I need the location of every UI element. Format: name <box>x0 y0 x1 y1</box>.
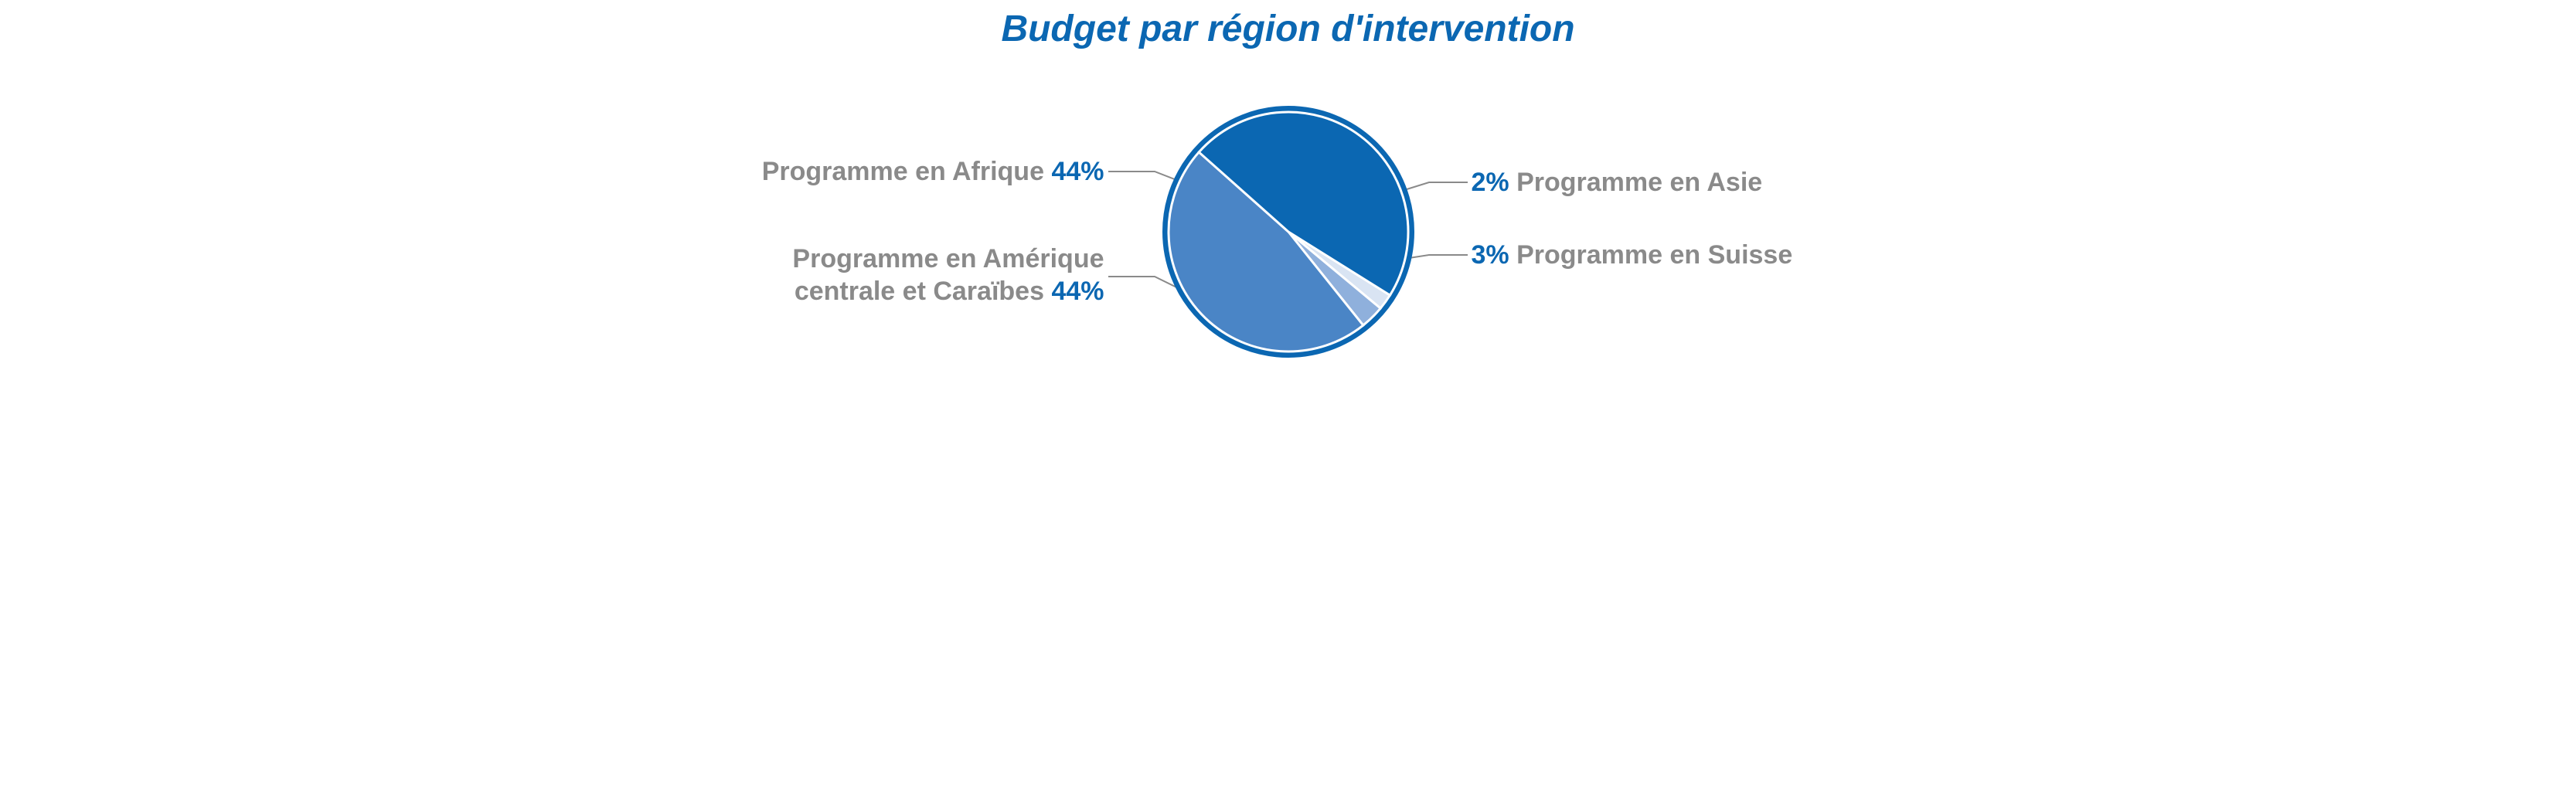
label-name-asie: Programme en Asie <box>1509 168 1763 197</box>
label-afrique: Programme en Afrique 44% <box>762 155 1104 189</box>
label-name-afrique: Programme en Afrique <box>762 157 1052 186</box>
pie-holder <box>1161 104 1416 363</box>
label-pct-afrique: 44% <box>1051 157 1104 186</box>
label-name-amerique: centrale et Caraïbes <box>795 277 1052 306</box>
label-amerique: Programme en Amérique centrale et Caraïbe… <box>792 243 1104 308</box>
label-asie: 2% Programme en Asie <box>1472 166 1763 199</box>
label-pct-suisse: 3% <box>1472 240 1509 270</box>
label-pct-asie: 2% <box>1472 168 1509 197</box>
label-suisse: 3% Programme en Suisse <box>1472 239 1793 272</box>
label-name-amerique: Programme en Amérique <box>792 244 1104 273</box>
label-pct-amerique: 44% <box>1051 277 1104 306</box>
budget-pie-chart: Budget par région d'intervention Program… <box>645 0 1932 402</box>
pie-svg <box>1161 104 1416 359</box>
label-name-suisse: Programme en Suisse <box>1509 240 1793 270</box>
